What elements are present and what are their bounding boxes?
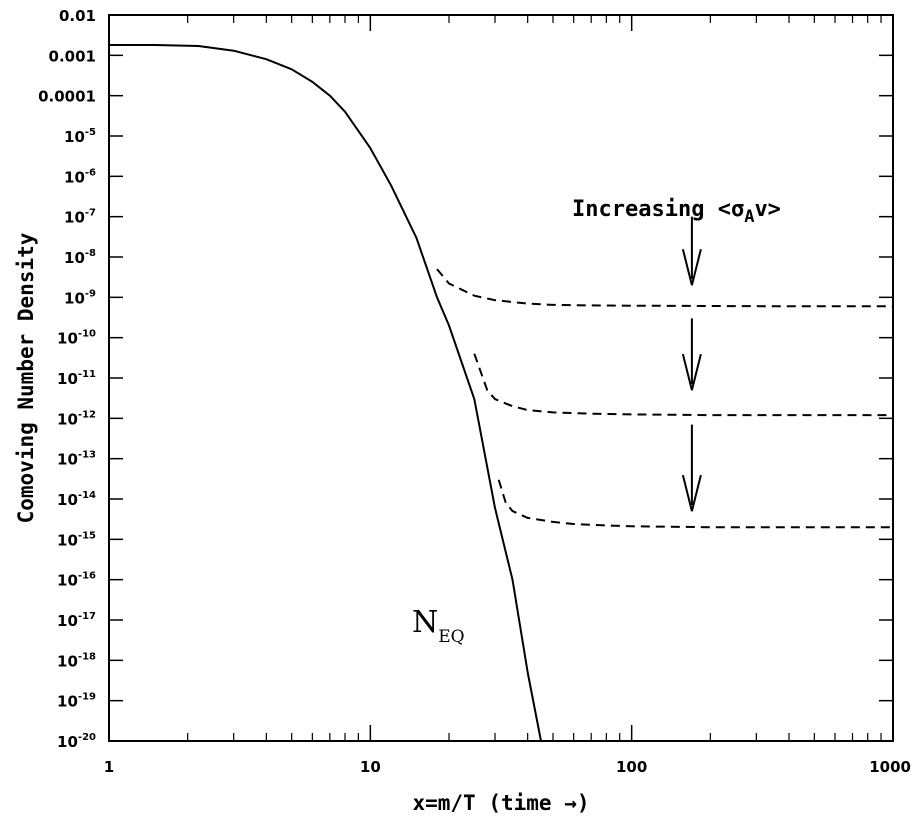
arrows-group [681, 216, 702, 512]
axis-ticks [108, 14, 894, 742]
y-tick-label-13: 10-15 [57, 530, 96, 549]
equilibrium-curve [109, 44, 542, 742]
y-tick-label-3: 10-5 [64, 127, 96, 146]
y-tick-label-0: 0.01 [59, 7, 96, 25]
x-tick-label-3: 1000 [869, 758, 911, 776]
y-tick-label-4: 10-6 [64, 167, 96, 186]
n-eq-label: NEQ [412, 605, 465, 647]
arrow-head-2 [681, 474, 702, 512]
plot-frame [108, 14, 894, 742]
y-tick-label-17: 10-19 [57, 692, 96, 711]
y-tick-labels: 0.01 0.001 0.0001 10-5 10-6 10-7 10-8 10-9 10-10… [38, 7, 96, 751]
x-tick-label-1: 10 [360, 758, 381, 776]
y-tick-label-12: 10-14 [57, 490, 96, 509]
y-tick-label-1: 0.001 [49, 47, 96, 65]
y-tick-label-14: 10-16 [57, 571, 96, 590]
y-tick-label-11: 10-13 [57, 450, 96, 469]
series-group [109, 44, 893, 742]
y-tick-label-7: 10-9 [64, 288, 96, 307]
y-axis-title: Comoving Number Density [14, 232, 38, 523]
arrow-head-1 [681, 353, 702, 391]
increasing-sigma-v-label: Increasing <σAv> [572, 197, 781, 227]
x-tick-labels: 1 10 100 1000 [104, 758, 911, 776]
x-tick-label-0: 1 [104, 758, 114, 776]
freeze-out-curve-2 [473, 353, 893, 417]
y-tick-label-15: 10-17 [57, 611, 96, 630]
y-tick-label-16: 10-18 [57, 651, 96, 670]
freeze-out-curve-1 [436, 268, 893, 308]
arrow-head-0 [681, 248, 702, 286]
x-axis-title: x=m/T (time →) [412, 791, 589, 815]
y-tick-label-18: 10-20 [57, 732, 96, 751]
freeze-out-curve-3 [497, 479, 893, 529]
x-tick-label-2: 100 [616, 758, 647, 776]
y-tick-label-8: 10-10 [57, 329, 96, 348]
y-tick-label-2: 0.0001 [38, 88, 96, 106]
y-tick-label-10: 10-12 [57, 409, 96, 428]
y-tick-label-9: 10-11 [57, 369, 96, 388]
y-tick-label-5: 10-7 [64, 208, 96, 227]
y-tick-label-6: 10-8 [64, 248, 96, 267]
